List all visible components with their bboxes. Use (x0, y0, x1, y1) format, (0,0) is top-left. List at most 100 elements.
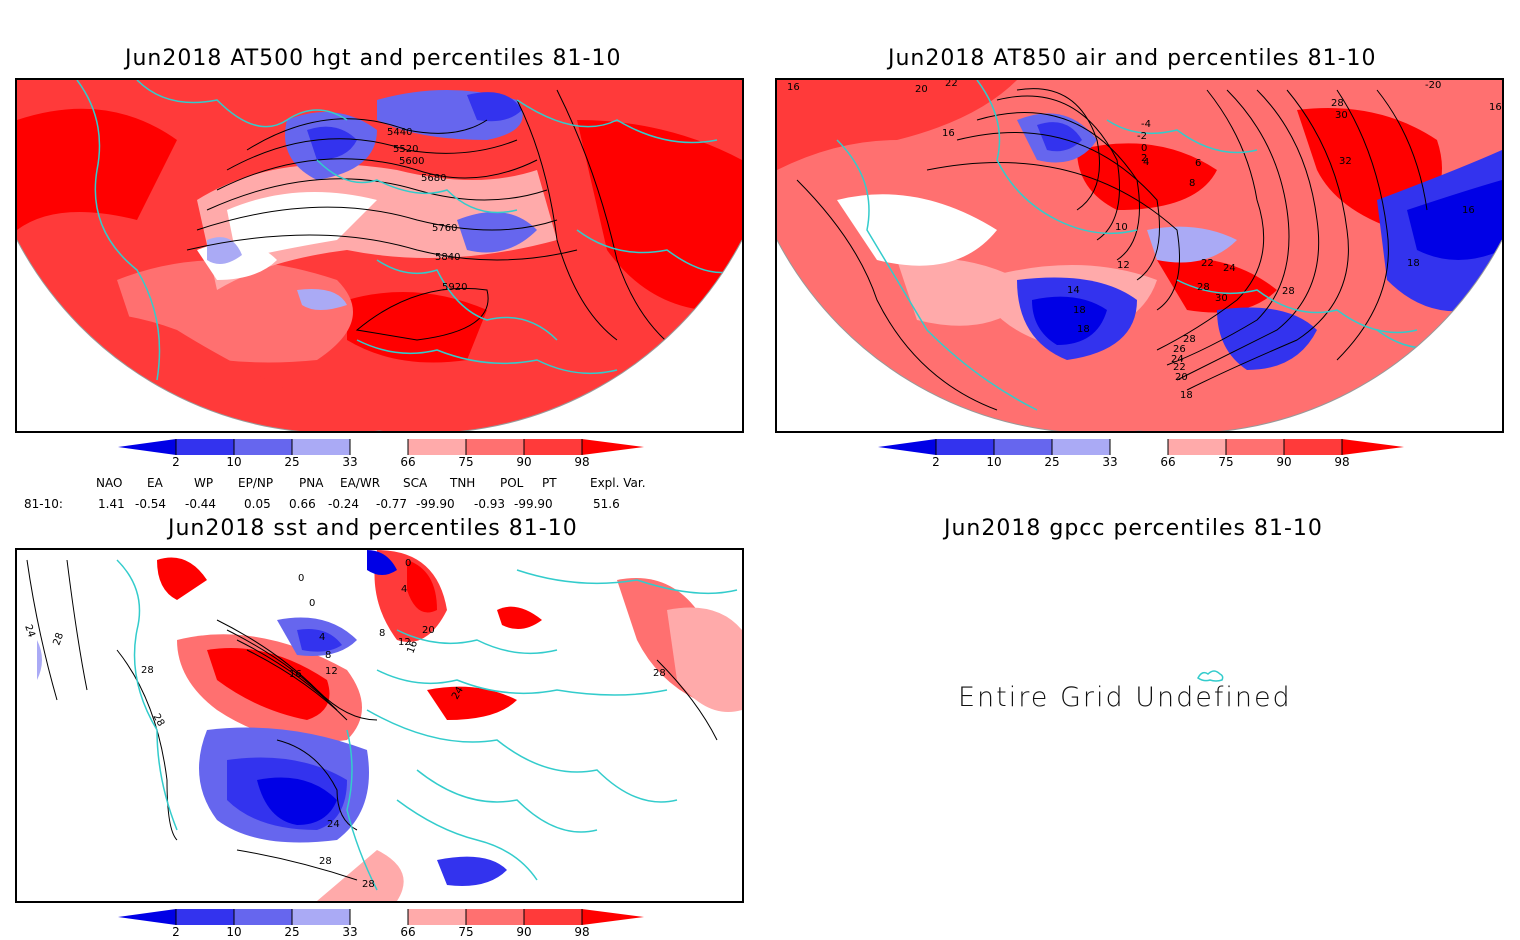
index-header: EA/WR (340, 476, 381, 490)
contour-label: 28 (1197, 282, 1210, 293)
contour-label: 12 (325, 666, 338, 677)
contour-label: 24 (22, 623, 37, 639)
contour-label: 4 (319, 632, 325, 643)
contour-label: 30 (1215, 293, 1228, 304)
contour-label: -2 (1137, 131, 1147, 142)
coastline-fragment (1197, 670, 1224, 682)
index-value: -0.44 (185, 497, 217, 511)
undefined-grid-message: Entire Grid Undefined (958, 682, 1292, 713)
index-value: 0.05 (244, 497, 271, 511)
contour-label: 16 (942, 128, 955, 139)
contour-label: 0 (309, 598, 315, 609)
colorbar-label: 33 (342, 455, 358, 469)
contour-label: 24 (1223, 263, 1236, 274)
contour-label: 16 (1489, 102, 1502, 113)
index-value: 51.6 (593, 497, 620, 511)
contour-label: 20 (915, 84, 928, 95)
index-value: -99.90 (514, 497, 553, 511)
contour-label: 5680 (421, 173, 446, 184)
index-header: EP/NP (238, 476, 274, 490)
index-header: SCA (403, 476, 428, 490)
contour-label: 16 (1462, 205, 1475, 216)
coastlines (116, 559, 738, 891)
colorbar-label: 10 (226, 925, 242, 939)
contour-label: 20 (422, 625, 435, 636)
contour-label: 12 (398, 637, 411, 648)
contour-label: 16 (405, 639, 420, 655)
index-header: POL (500, 476, 524, 490)
contour-label: 5440 (387, 127, 412, 138)
hgt-map-panel: 5440 5520 5600 5680 5760 5840 5920 (15, 78, 744, 433)
contour-label: 4 (401, 584, 407, 595)
contour-label: 0 (405, 558, 411, 569)
colorbar-label: 10 (986, 455, 1002, 469)
contour-label: 22 (1173, 362, 1186, 373)
temperature-contours (796, 88, 1428, 411)
colorbar-label: 66 (400, 455, 416, 469)
contour-label: 28 (141, 665, 154, 676)
contour-label: -4 (1141, 119, 1151, 130)
contour-label: 12 (1117, 260, 1130, 271)
contour-label: 32 (1339, 156, 1352, 167)
index-header: TNH (450, 476, 476, 490)
contour-label: 18 (1073, 305, 1086, 316)
air-panel-title: Jun2018 AT850 air and percentiles 81-10 (888, 46, 1377, 71)
coastlines (76, 80, 738, 381)
colorbar-label: 90 (516, 455, 532, 469)
index-value: -99.90 (416, 497, 455, 511)
contour-label: 8 (1189, 178, 1195, 189)
colorbar-label: 33 (1102, 455, 1118, 469)
contour-label: 10 (1115, 222, 1128, 233)
contour-label: 24 (1171, 354, 1184, 365)
colorbar-label: 25 (284, 455, 300, 469)
contour-label: 30 (1335, 110, 1348, 121)
colorbar-label: 33 (342, 925, 358, 939)
contour-label: 5920 (442, 282, 467, 293)
colorbar-label: 75 (458, 455, 474, 469)
index-value: -0.54 (135, 497, 167, 511)
index-value: 0.66 (289, 497, 316, 511)
colorbar-label: 10 (226, 455, 242, 469)
contour-label: 22 (945, 80, 958, 89)
contour-label: 18 (1407, 258, 1420, 269)
contour-label: 28 (1282, 286, 1295, 297)
contour-label: 8 (325, 650, 331, 661)
index-value: -0.77 (376, 497, 408, 511)
air-map-panel: 16 20 22 16 -4 -2 0 2 4 6 8 10 12 14 18 … (775, 78, 1504, 433)
sst-map: 24 28 28 28 0 0 0 4 8 12 16 20 4 8 12 16… (17, 550, 742, 901)
colorbar-label: 75 (1218, 455, 1234, 469)
sst-map-panel: 24 28 28 28 0 0 0 4 8 12 16 20 4 8 12 16… (15, 548, 744, 903)
index-header: Expl. Var. (590, 476, 646, 490)
colorbar-label: 2 (172, 925, 180, 939)
height-contours (186, 89, 678, 351)
index-header: WP (194, 476, 214, 490)
colorbar-label: 2 (932, 455, 940, 469)
colorbar-top-right: 2 10 25 33 66 75 90 98 (878, 439, 1404, 469)
gpcc-panel-title: Jun2018 gpcc percentiles 81-10 (944, 516, 1323, 541)
colorbar-label: 66 (1160, 455, 1176, 469)
contour-label: 28 (653, 668, 666, 679)
contour-label: 5600 (399, 156, 424, 167)
sst-contours (26, 559, 718, 881)
contour-label: 5520 (393, 144, 418, 155)
sst-panel-title: Jun2018 sst and percentiles 81-10 (168, 516, 578, 541)
contour-label: 5840 (435, 252, 460, 263)
index-value: -0.24 (328, 497, 360, 511)
contour-label: 0 (1141, 143, 1147, 154)
contour-label: 14 (1067, 285, 1080, 296)
contour-label: 18 (1077, 324, 1090, 335)
contour-label: 28 (1183, 334, 1196, 345)
colorbar-label: 75 (458, 925, 474, 939)
colorbar-label: 25 (1044, 455, 1060, 469)
colorbar-label: 66 (400, 925, 416, 939)
hgt-map: 5440 5520 5600 5680 5760 5840 5920 (17, 80, 742, 431)
contour-label: 4 (1143, 157, 1149, 168)
index-row-label: 81-10: (24, 497, 63, 511)
contour-label: 28 (51, 631, 66, 647)
index-value: 1.41 (98, 497, 125, 511)
colorbar-label: 2 (172, 455, 180, 469)
contour-label: 0 (298, 573, 304, 584)
contour-label: 24 (327, 819, 340, 830)
contour-label: 22 (1201, 258, 1214, 269)
contour-label: 20 (1175, 372, 1188, 383)
